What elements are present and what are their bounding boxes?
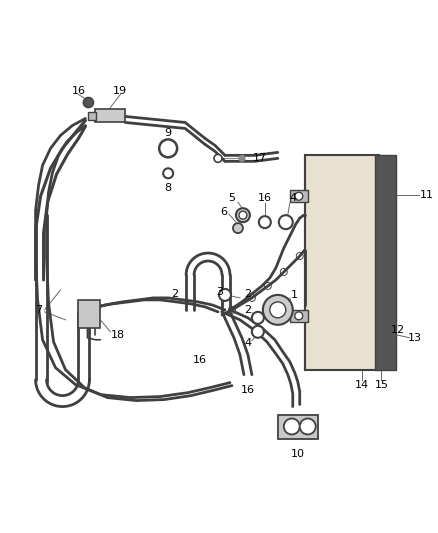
Circle shape bbox=[279, 215, 293, 229]
Text: 19: 19 bbox=[113, 86, 127, 95]
Text: 12: 12 bbox=[390, 325, 405, 335]
Text: 5: 5 bbox=[229, 193, 236, 203]
Text: 13: 13 bbox=[407, 333, 421, 343]
Circle shape bbox=[263, 295, 293, 325]
Circle shape bbox=[233, 223, 243, 233]
Text: 10: 10 bbox=[291, 449, 305, 459]
Circle shape bbox=[252, 312, 264, 324]
Bar bbox=[374, 155, 396, 370]
Text: 2: 2 bbox=[244, 289, 251, 299]
Circle shape bbox=[239, 211, 247, 219]
Text: 4: 4 bbox=[244, 338, 251, 348]
Text: 16: 16 bbox=[193, 354, 207, 365]
Text: 8: 8 bbox=[165, 183, 172, 193]
Bar bbox=[95, 109, 125, 123]
Text: 3: 3 bbox=[216, 287, 223, 297]
Text: 11: 11 bbox=[419, 190, 433, 200]
Bar bbox=[305, 155, 379, 370]
Circle shape bbox=[295, 312, 303, 320]
Text: 7: 7 bbox=[35, 305, 42, 315]
Text: 18: 18 bbox=[111, 330, 125, 340]
Circle shape bbox=[159, 140, 177, 157]
Circle shape bbox=[163, 168, 173, 178]
Text: 2: 2 bbox=[244, 305, 251, 315]
Bar bbox=[278, 415, 318, 439]
Text: 15: 15 bbox=[374, 379, 389, 390]
Circle shape bbox=[295, 192, 303, 200]
Circle shape bbox=[270, 302, 286, 318]
Text: 16: 16 bbox=[241, 385, 255, 394]
Bar bbox=[88, 112, 96, 120]
Circle shape bbox=[219, 289, 231, 301]
Text: 6: 6 bbox=[220, 207, 227, 217]
Bar bbox=[290, 310, 308, 322]
Circle shape bbox=[236, 208, 250, 222]
Circle shape bbox=[239, 155, 245, 161]
Circle shape bbox=[252, 326, 264, 338]
Bar bbox=[78, 300, 100, 328]
Text: 16: 16 bbox=[258, 193, 272, 203]
Text: 4: 4 bbox=[289, 193, 297, 203]
Text: 16: 16 bbox=[71, 86, 85, 95]
Circle shape bbox=[259, 216, 271, 228]
Circle shape bbox=[284, 418, 300, 434]
Bar bbox=[290, 190, 308, 202]
Circle shape bbox=[214, 155, 222, 163]
Text: 2: 2 bbox=[172, 289, 179, 299]
Circle shape bbox=[83, 306, 92, 314]
Text: 17: 17 bbox=[253, 154, 267, 163]
Circle shape bbox=[89, 318, 97, 326]
Text: 9: 9 bbox=[165, 128, 172, 139]
Circle shape bbox=[83, 98, 93, 108]
Text: 14: 14 bbox=[354, 379, 369, 390]
Circle shape bbox=[300, 418, 316, 434]
Text: 1: 1 bbox=[291, 290, 298, 300]
